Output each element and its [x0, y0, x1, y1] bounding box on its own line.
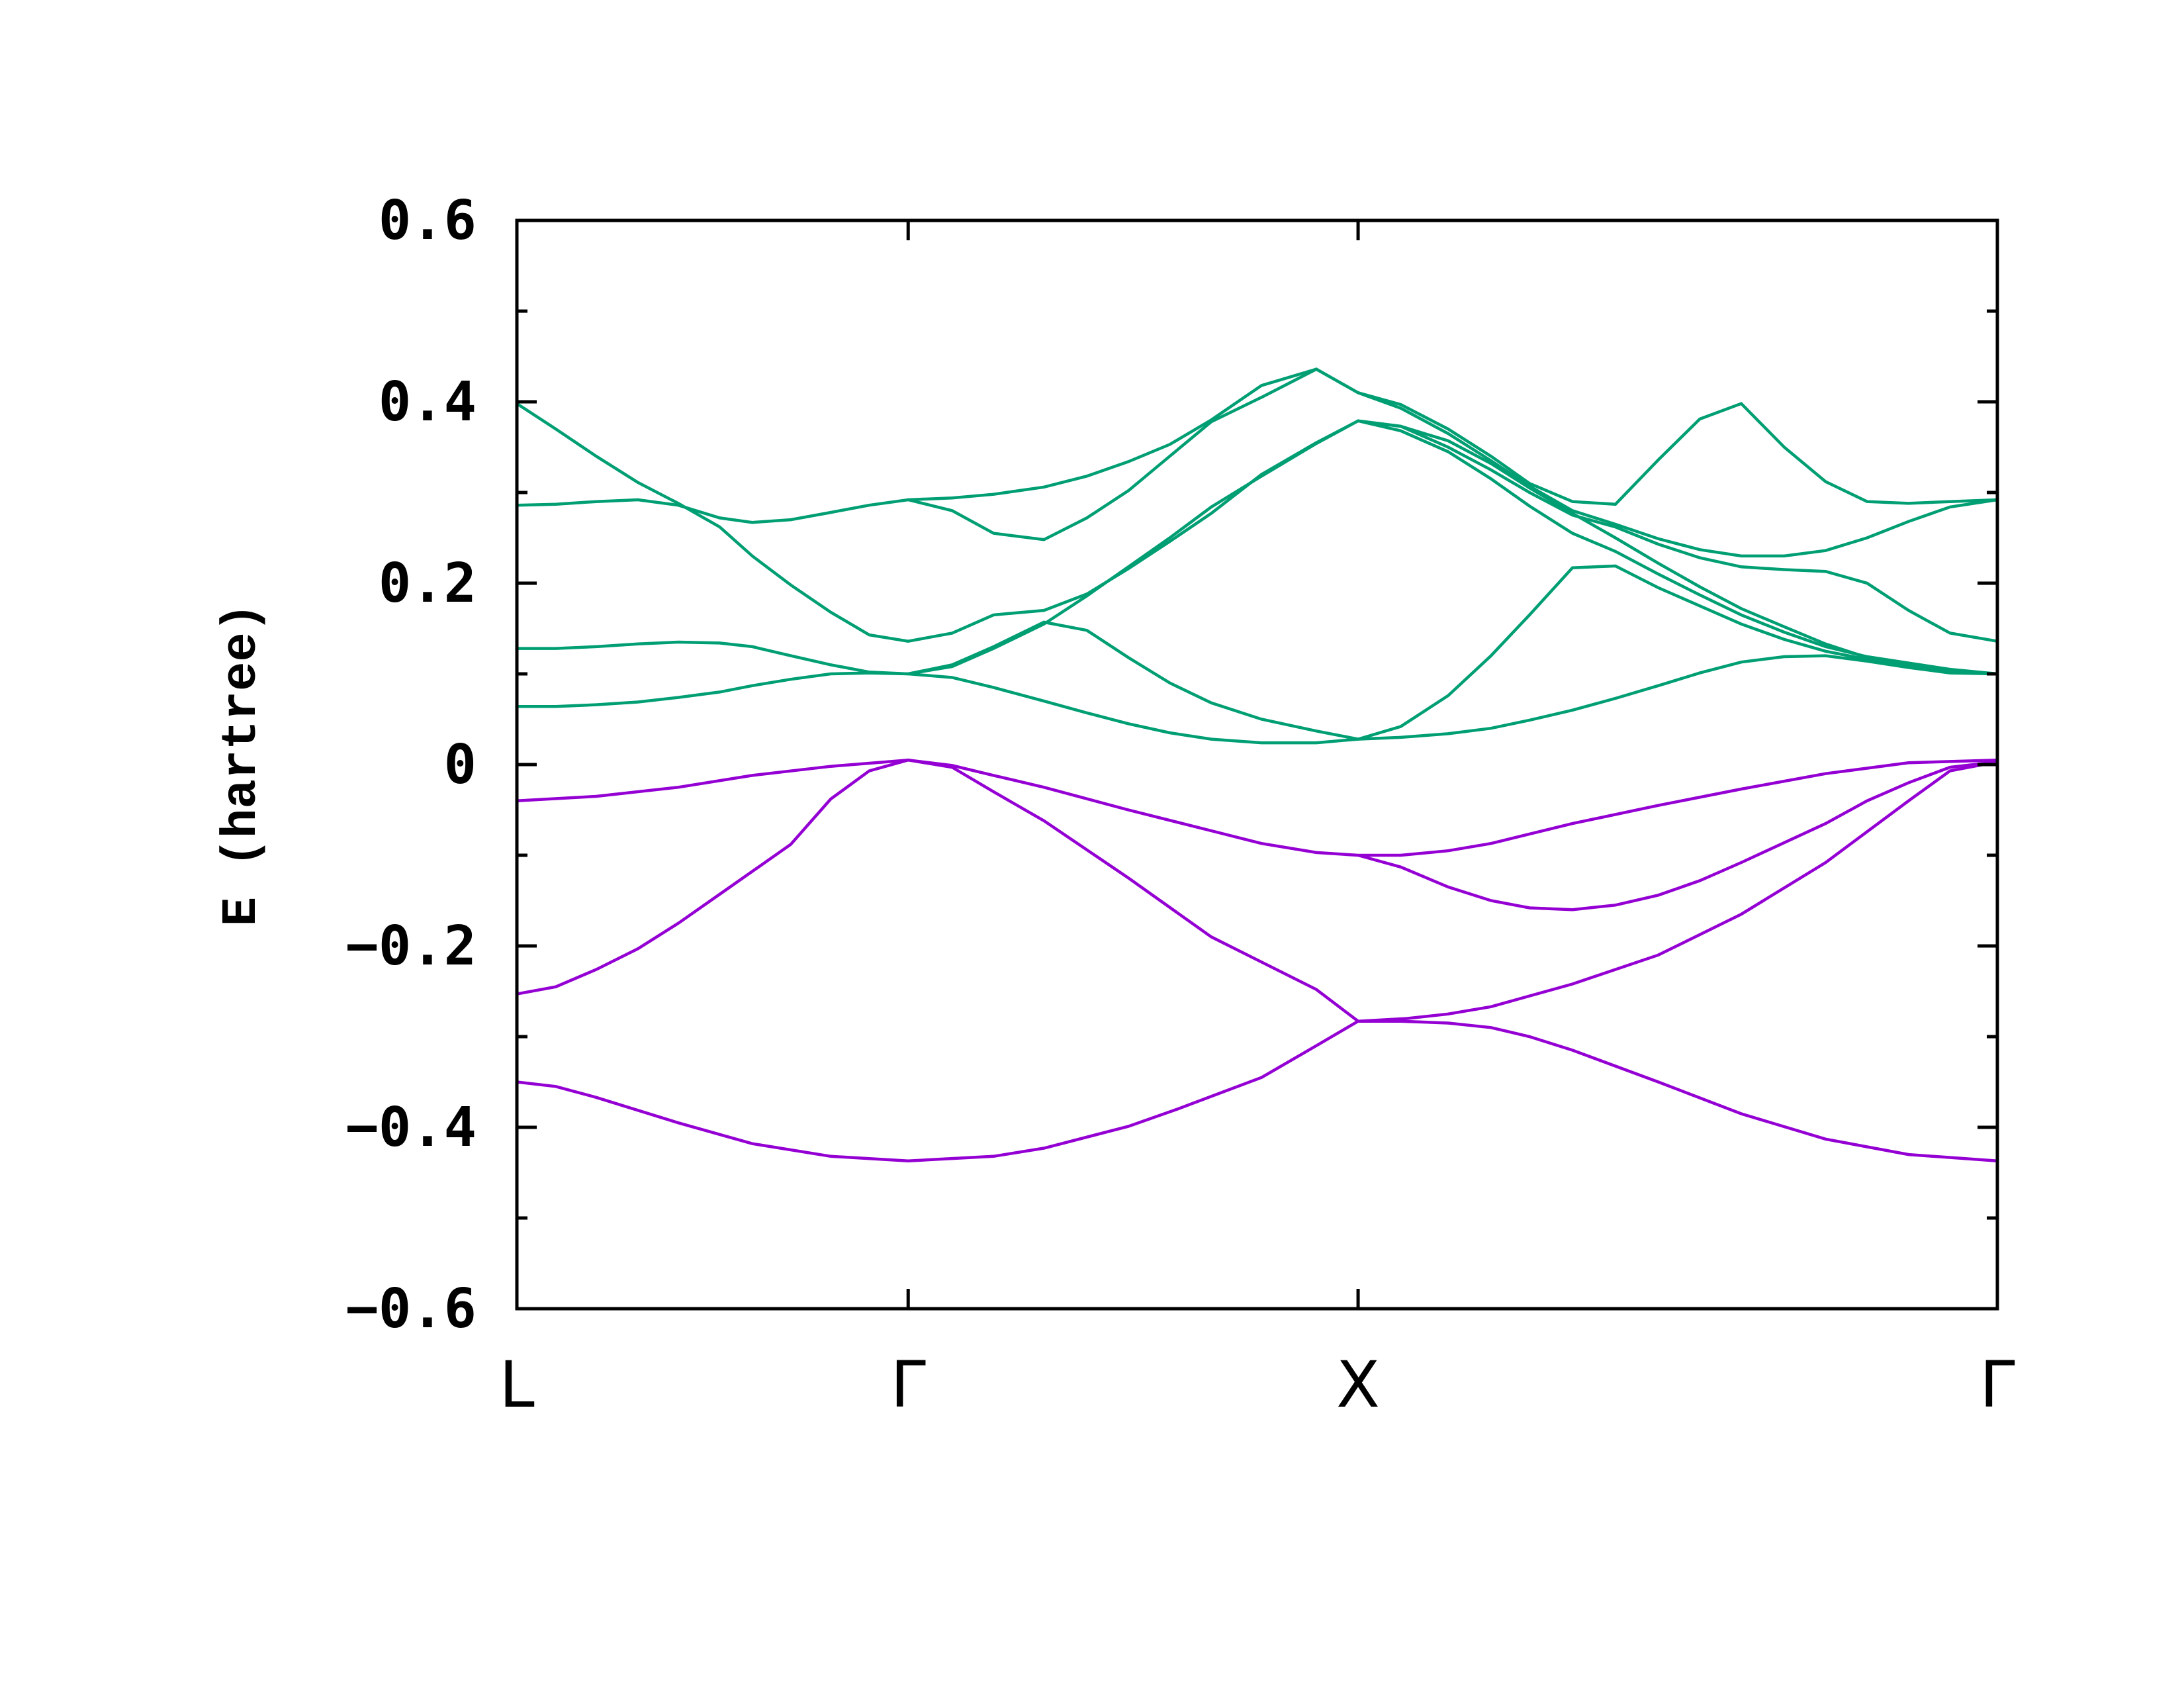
kpoint-label: L [499, 1348, 534, 1422]
y-tick-label: −0.2 [346, 915, 477, 978]
band-lines [516, 367, 1998, 1162]
y-tick-label: 0.4 [379, 371, 477, 434]
conduction-band-line [908, 367, 1998, 558]
plot-frame [515, 218, 1999, 1311]
y-axis-ticks: −0.6 −0.4 −0.2 0 0.2 0.4 0.6 [346, 189, 1997, 1340]
valence-band-line [516, 758, 1998, 1023]
valence-band-line [516, 758, 1998, 857]
y-axis-label: E (hartree) [214, 603, 270, 926]
y-tick-label: 0.6 [379, 189, 477, 252]
valence-band-line [516, 1019, 1998, 1162]
y-tick-label: 0.2 [379, 552, 477, 615]
conduction-band-line [517, 419, 1998, 676]
conduction-band-line [517, 654, 1998, 745]
conduction-band-line [516, 367, 1998, 541]
kpoint-label: X [1336, 1348, 1380, 1422]
conduction-band-line [516, 402, 1998, 676]
y-tick-label: 0 [444, 733, 477, 796]
valence-band-line [1357, 760, 1998, 912]
kpoint-label: Γ [1979, 1348, 2015, 1422]
y-tick-label: −0.4 [346, 1096, 477, 1159]
kpoint-label: Γ [890, 1348, 925, 1422]
y-tick-label: −0.6 [346, 1278, 477, 1340]
conduction-band-line [907, 564, 1998, 741]
conduction-band-line [1357, 419, 1998, 643]
